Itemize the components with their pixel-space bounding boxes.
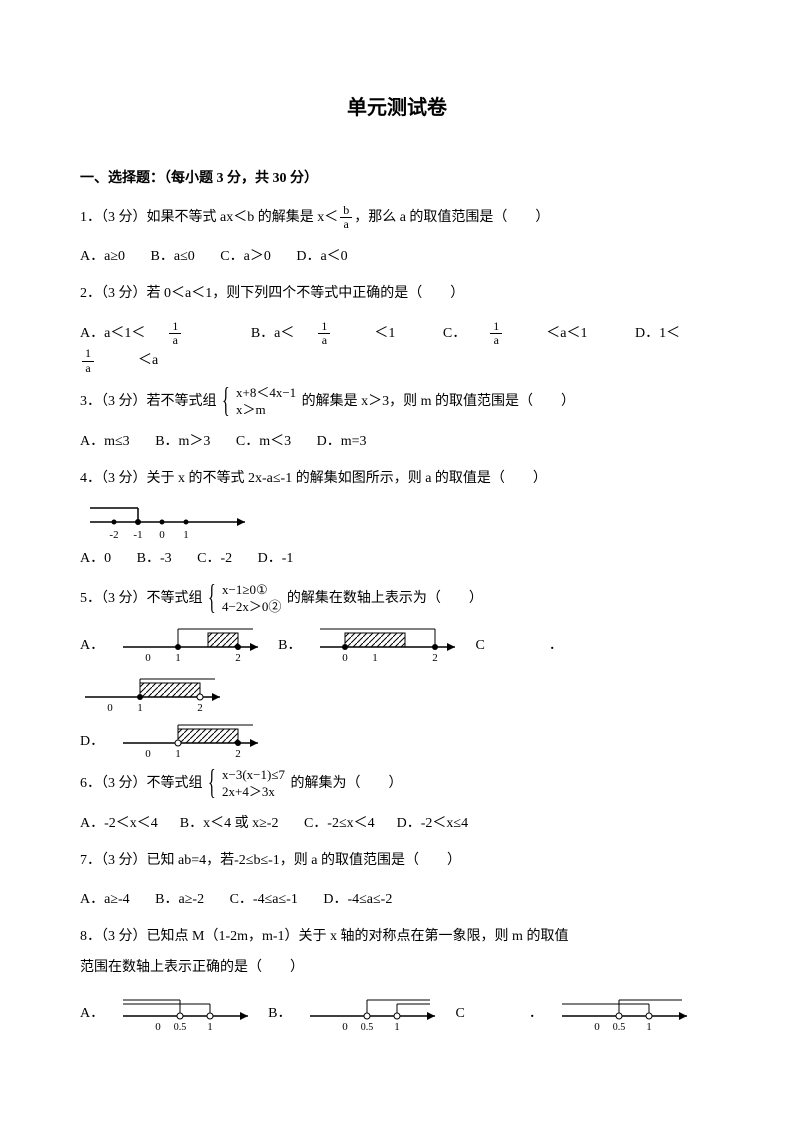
q6-opt-c: C．-2≤x＜4 <box>304 816 375 831</box>
q1-text-a: 1．（3 分）如果不等式 ax＜b 的解集是 x＜ <box>80 210 338 225</box>
q5-options-row2: D． 0 1 2 <box>80 721 714 761</box>
q3-text-a: 3．（3 分）若不等式组 <box>80 394 217 409</box>
svg-text:2: 2 <box>235 652 241 664</box>
svg-text:-1: -1 <box>133 529 142 541</box>
q7-opt-b: B．a≥-2 <box>155 892 204 907</box>
q4-opt-d: D．-1 <box>258 551 294 566</box>
q1-frac: ba <box>340 204 352 231</box>
q6-text-a: 6．（3 分）不等式组 <box>80 777 203 792</box>
q8-text-1: 8．（3 分）已知点 M（1-2m，m-1）关于 x 轴的对称点在第一象限，则 … <box>80 922 714 953</box>
svg-text:2: 2 <box>433 652 439 664</box>
q6-opt-a: A．-2＜x＜4 <box>80 816 158 831</box>
q1-opt-b: B．a≤0 <box>151 249 195 264</box>
q5-diagram-c: 0 1 2 <box>80 675 230 715</box>
svg-text:0: 0 <box>145 652 151 664</box>
q8-lbl-c: C <box>455 1001 464 1026</box>
q5-diagram-b: 0 1 2 <box>315 625 465 665</box>
q6-opt-b: B．x＜4 或 x≥-2 <box>180 816 279 831</box>
svg-text:0.5: 0.5 <box>174 1022 187 1033</box>
q4-opt-b: B．-3 <box>137 551 172 566</box>
svg-text:0: 0 <box>343 652 349 664</box>
q4-options: A．0 B．-3 C．-2 D．-1 <box>80 546 714 571</box>
q5-lbl-d: D． <box>80 729 104 754</box>
question-8: 8．（3 分）已知点 M（1-2m，m-1）关于 x 轴的对称点在第一象限，则 … <box>80 922 714 984</box>
svg-text:2: 2 <box>197 702 203 714</box>
q3-opt-d: D．m=3 <box>317 434 367 449</box>
q4-opt-a: A．0 <box>80 551 111 566</box>
question-3: 3．（3 分）若不等式组 x+8＜4x−1 x＞m 的解集是 x＞3，则 m 的… <box>80 385 714 419</box>
q1-opt-c: C．a＞0 <box>220 249 271 264</box>
numberline-diagram: -2 -1 0 1 <box>80 504 260 546</box>
q8-options-row: A． 0 0.5 1 B． 0 0.5 1 C ． 0 0.5 1 <box>80 994 714 1034</box>
svg-text:-2: -2 <box>109 529 118 541</box>
svg-text:1: 1 <box>137 702 143 714</box>
q8-lbl-a: A． <box>80 1001 104 1026</box>
svg-text:0.5: 0.5 <box>613 1022 626 1033</box>
q8-text-2: 范围在数轴上表示正确的是（ ） <box>80 953 714 984</box>
svg-text:0: 0 <box>107 702 113 714</box>
question-4: 4．（3 分）关于 x 的不等式 2x-a≤-1 的解集如图所示，则 a 的取值… <box>80 464 714 495</box>
q6-text-b: 的解集为（ ） <box>290 777 402 792</box>
question-2: 2．（3 分）若 0＜a＜1，则下列四个不等式中正确的是（ ） <box>80 279 714 310</box>
q7-opt-d: D．-4≤a≤-2 <box>323 892 392 907</box>
question-6: 6．（3 分）不等式组 x−3(x−1)≤7 2x+4＞3x 的解集为（ ） <box>80 767 714 801</box>
q5-text-a: 5．（3 分）不等式组 <box>80 591 203 606</box>
q4-numberline: -2 -1 0 1 <box>80 504 714 546</box>
q5-diagram-a: 0 1 2 <box>118 625 268 665</box>
q5-text-b: 的解集在数轴上表示为（ ） <box>287 591 483 606</box>
q1-opt-a: A．a≥0 <box>80 249 125 264</box>
q5-diagram-d: 0 1 2 <box>118 721 268 761</box>
q1-opt-d: D．a＜0 <box>296 249 347 264</box>
page-title: 单元测试卷 <box>80 90 714 126</box>
question-1: 1．（3 分）如果不等式 ax＜b 的解集是 x＜ba，那么 a 的取值范围是（… <box>80 203 714 234</box>
q6-system: x−3(x−1)≤7 2x+4＞3x <box>218 767 285 801</box>
q5-lbl-b: B． <box>278 633 301 658</box>
svg-text:0: 0 <box>594 1021 600 1033</box>
q5-system: x−1≥0① 4−2x＞0② <box>218 582 281 616</box>
q7-opt-a: A．a≥-4 <box>80 892 130 907</box>
q8-diagram-c: 0 0.5 1 <box>557 994 697 1034</box>
q7-opt-c: C．-4≤a≤-1 <box>230 892 298 907</box>
q2-opt-b: B．a＜1a＜1 <box>251 326 418 341</box>
q3-opt-b: B．m＞3 <box>155 434 210 449</box>
q2-opt-a: A．a＜1＜1a <box>80 326 225 341</box>
q5-lbl-c: C <box>475 633 484 658</box>
q5-lbl-a: A． <box>80 633 104 658</box>
svg-text:1: 1 <box>175 748 181 760</box>
svg-text:2: 2 <box>235 748 241 760</box>
svg-text:1: 1 <box>395 1021 401 1033</box>
q3-opt-a: A．m≤3 <box>80 434 130 449</box>
svg-text:0: 0 <box>145 748 151 760</box>
q2-opt-c: C．1a＜a＜1 <box>443 326 610 341</box>
svg-text:1: 1 <box>646 1021 652 1033</box>
q7-options: A．a≥-4 B．a≥-2 C．-4≤a≤-1 D．-4≤a≤-2 <box>80 887 714 912</box>
q3-opt-c: C．m＜3 <box>236 434 291 449</box>
q8-lbl-dot: ． <box>529 1001 543 1026</box>
question-7: 7．（3 分）已知 ab=4，若-2≤b≤-1，则 a 的取值范围是（ ） <box>80 846 714 877</box>
q2-options: A．a＜1＜1a B．a＜1a＜1 C．1a＜a＜1 D．1＜1a＜a <box>80 320 714 375</box>
q3-text-b: 的解集是 x＞3，则 m 的取值范围是（ ） <box>302 394 575 409</box>
q8-lbl-b: B． <box>268 1001 291 1026</box>
svg-text:0: 0 <box>343 1021 349 1033</box>
section-header: 一、选择题：（每小题 3 分，共 30 分） <box>80 166 714 191</box>
q5-lbl-dot: ． <box>549 633 563 658</box>
q6-options: A．-2＜x＜4 B．x＜4 或 x≥-2 C．-2≤x＜4 D．-2＜x≤4 <box>80 811 714 836</box>
svg-text:0.5: 0.5 <box>361 1022 374 1033</box>
question-5: 5．（3 分）不等式组 x−1≥0① 4−2x＞0② 的解集在数轴上表示为（ ） <box>80 582 714 616</box>
q5-options-row1: A． 0 1 2 B． 0 1 2 C ． 0 1 2 <box>80 625 714 715</box>
svg-text:1: 1 <box>373 652 379 664</box>
svg-text:1: 1 <box>183 529 189 541</box>
svg-text:1: 1 <box>175 652 181 664</box>
q6-opt-d: D．-2＜x≤4 <box>397 816 468 831</box>
q1-options: A．a≥0 B．a≤0 C．a＞0 D．a＜0 <box>80 244 714 269</box>
q8-diagram-b: 0 0.5 1 <box>305 994 445 1034</box>
q8-diagram-a: 0 0.5 1 <box>118 994 258 1034</box>
q1-text-b: ，那么 a 的取值范围是（ ） <box>354 210 549 225</box>
q3-options: A．m≤3 B．m＞3 C．m＜3 D．m=3 <box>80 429 714 454</box>
q3-system: x+8＜4x−1 x＞m <box>232 385 296 419</box>
svg-text:1: 1 <box>207 1021 213 1033</box>
svg-text:0: 0 <box>159 529 165 541</box>
svg-text:0: 0 <box>155 1021 161 1033</box>
